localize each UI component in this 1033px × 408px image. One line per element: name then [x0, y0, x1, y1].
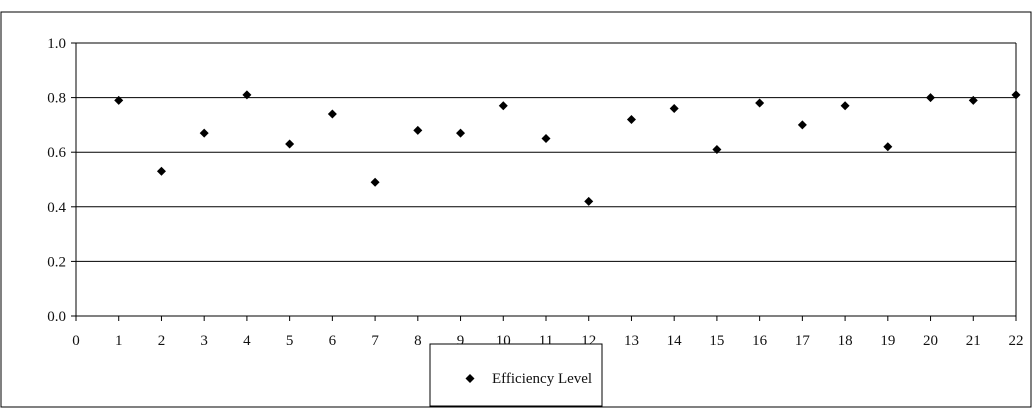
axes [71, 42, 1017, 321]
x-tick-label: 18 [838, 333, 853, 349]
x-tick-label: 8 [414, 333, 422, 349]
x-tick-label: 19 [880, 333, 895, 349]
y-tick-label: 1.0 [47, 36, 66, 52]
data-point-18 [840, 101, 850, 111]
data-point-15 [712, 144, 722, 154]
x-tick-label: 0 [72, 333, 80, 349]
data-point-9 [456, 128, 466, 138]
data-point-6 [327, 109, 337, 119]
data-point-10 [498, 101, 508, 111]
x-tick-label: 7 [371, 333, 379, 349]
data-point-19 [883, 142, 893, 152]
data-point-13 [626, 114, 636, 124]
data-point-14 [669, 104, 679, 114]
data-point-16 [755, 98, 765, 108]
data-point-5 [285, 139, 295, 149]
y-tick-label: 0.8 [47, 91, 66, 107]
x-tick-label: 17 [795, 333, 811, 349]
x-tick-label: 13 [624, 333, 639, 349]
x-tick-label: 2 [158, 333, 166, 349]
data-point-17 [797, 120, 807, 130]
y-tick-label: 0.6 [47, 145, 66, 161]
data-point-8 [413, 125, 423, 135]
data-point-4 [242, 90, 252, 100]
x-tick-label: 3 [200, 333, 208, 349]
data-point-1 [114, 95, 124, 105]
x-tick-label: 16 [752, 333, 768, 349]
data-points [114, 90, 1021, 206]
y-tick-label: 0.4 [47, 200, 66, 216]
gridlines [76, 42, 1016, 262]
y-tick-label: 0.0 [47, 309, 66, 325]
x-tick-label: 21 [966, 333, 981, 349]
legend: Efficiency Level [429, 343, 603, 407]
x-tick-label: 4 [243, 333, 251, 349]
data-point-22 [1011, 90, 1021, 100]
x-tick-label: 20 [923, 333, 938, 349]
legend-marker-diamond-icon [465, 374, 475, 383]
x-tick-label: 22 [1009, 333, 1024, 349]
x-tick-label: 5 [286, 333, 294, 349]
data-point-2 [156, 166, 166, 176]
legend-label-efficiency-level: Efficiency Level [492, 371, 592, 387]
data-point-12 [584, 196, 594, 206]
x-tick-label: 14 [667, 333, 683, 349]
data-point-20 [926, 93, 936, 103]
data-point-11 [541, 134, 551, 144]
data-point-21 [968, 95, 978, 105]
y-tick-labels: 0.0 0.2 0.4 0.6 0.8 1.0 [47, 36, 66, 325]
y-tick-label: 0.2 [47, 254, 66, 270]
x-tick-label: 6 [329, 333, 337, 349]
data-point-7 [370, 177, 380, 187]
chart-frame [0, 11, 1032, 408]
data-point-3 [199, 128, 209, 138]
x-tick-label: 9 [457, 333, 465, 349]
x-tick-label: 15 [709, 333, 724, 349]
x-tick-label: 1 [115, 333, 123, 349]
legend-box [429, 343, 603, 407]
